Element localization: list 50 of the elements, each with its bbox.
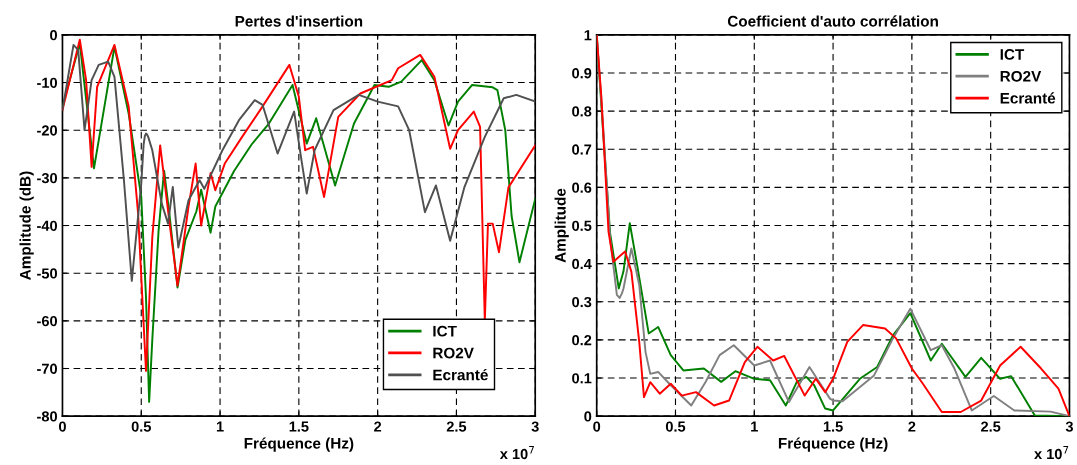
x-tick-label: 0.5	[131, 421, 151, 432]
x-tick-label: 0.5	[665, 421, 686, 432]
chart-title: Coefficient d'auto corrélation	[727, 15, 938, 27]
x-tick-label: 1.5	[823, 421, 843, 432]
legend-label: ICT	[1000, 49, 1025, 60]
y-tick-label: -40	[37, 220, 58, 231]
x-tick-label: 2	[374, 421, 382, 432]
x-tick-label: 1.5	[289, 421, 309, 432]
y-tick-label: 0.2	[572, 335, 592, 346]
legend-label: Ecranté	[1000, 92, 1056, 104]
y-tick-label: -70	[37, 363, 58, 374]
y-tick-label: 0.9	[572, 68, 592, 79]
y-tick-label: -30	[37, 172, 58, 184]
y-tick-label: -10	[37, 77, 58, 88]
y-tick-label: 0.6	[572, 182, 592, 193]
y-tick-label: 0.3	[572, 296, 592, 308]
line-series	[62, 43, 536, 282]
y-tick-label: 1	[584, 30, 592, 41]
y-tick-label: 0.8	[572, 106, 592, 117]
y-tick-label: -80	[37, 411, 58, 422]
y-tick-label: 0	[584, 411, 592, 422]
y-tick-label: 0.1	[572, 373, 592, 384]
x-tick-label: 2.5	[981, 421, 1001, 432]
x-axis-title: Fréquence (Hz)	[244, 437, 354, 452]
x-tick-label: 3	[1065, 421, 1073, 432]
y-tick-label: -60	[37, 315, 58, 327]
legend-label: Ecranté	[433, 368, 488, 381]
line-series	[596, 34, 1070, 417]
y-tick-label: -20	[37, 125, 58, 136]
x-tick-label: 0	[593, 421, 601, 432]
x-tick-label: 0	[58, 421, 66, 432]
chart-title: Pertes d'insertion	[235, 15, 363, 27]
x-tick-label: 1	[216, 421, 224, 432]
legend-label: RO2V	[433, 347, 474, 359]
text: x 10$^{7}$	[499, 446, 534, 460]
legend-label: ICT	[433, 325, 457, 337]
y-tick-label: 0.4	[572, 258, 592, 270]
text: x 10$^{7}$	[1034, 446, 1069, 460]
y-tick-label: 0	[50, 29, 58, 41]
x-tick-label: 2.5	[446, 421, 467, 432]
x-axis-title: Fréquence (Hz)	[778, 437, 888, 452]
x-tick-label: 2	[908, 421, 916, 432]
legend-label: RO2V	[1000, 70, 1042, 82]
y-axis-title: Amplitude	[554, 188, 569, 263]
y-tick-label: -50	[37, 268, 58, 279]
x-tick-label: 3	[531, 421, 539, 432]
x-tick-label: 1	[751, 421, 758, 432]
y-tick-label: 0.7	[572, 144, 592, 155]
y-axis-title: Amplitude (dB)	[19, 171, 34, 280]
y-tick-label: 0.5	[572, 220, 592, 231]
